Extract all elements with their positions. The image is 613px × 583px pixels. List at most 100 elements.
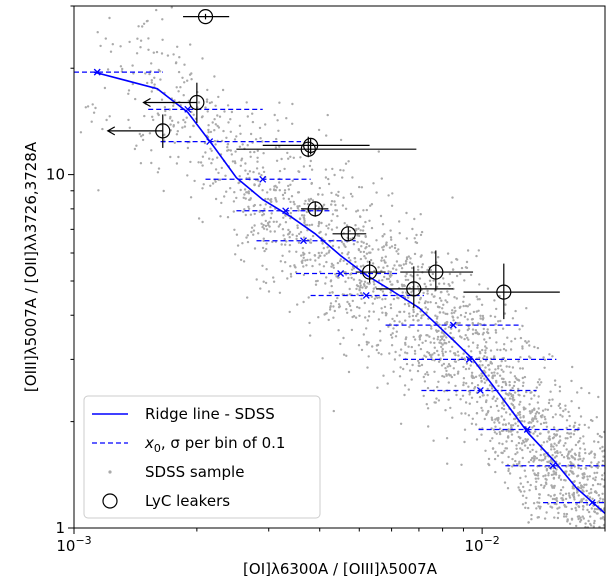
- sdss-point: [406, 352, 409, 355]
- sdss-point: [201, 57, 204, 60]
- sdss-point: [436, 385, 439, 389]
- sdss-point: [376, 386, 379, 389]
- sdss-point: [497, 384, 500, 388]
- sdss-point: [586, 475, 589, 478]
- sdss-point: [397, 248, 400, 251]
- sdss-point: [365, 252, 369, 255]
- sdss-point: [581, 515, 584, 518]
- sdss-point: [272, 280, 276, 283]
- sdss-point: [358, 306, 361, 310]
- sdss-point: [444, 312, 447, 315]
- sdss-point: [558, 402, 562, 406]
- sdss-point: [261, 225, 264, 229]
- sdss-point: [382, 374, 385, 377]
- sdss-point: [378, 330, 382, 333]
- sdss-point: [370, 295, 373, 298]
- sdss-point: [349, 259, 352, 262]
- sdss-point: [487, 457, 491, 461]
- sdss-point: [605, 496, 607, 498]
- sdss-point: [579, 516, 582, 519]
- sdss-point: [150, 149, 153, 152]
- sdss-point: [482, 331, 485, 335]
- sdss-point: [278, 101, 281, 104]
- sdss-point: [299, 230, 303, 234]
- sdss-point: [528, 344, 531, 347]
- sdss-point: [594, 476, 597, 479]
- sdss-point: [359, 291, 363, 295]
- sdss-point: [570, 400, 573, 403]
- sdss-point: [317, 224, 320, 228]
- sdss-point: [429, 268, 432, 272]
- sdss-point: [304, 199, 307, 203]
- sdss-point: [247, 190, 250, 193]
- sdss-point: [403, 310, 406, 313]
- sdss-point: [544, 474, 547, 477]
- sdss-point: [206, 110, 209, 113]
- sdss-point: [558, 435, 562, 438]
- sdss-point: [444, 350, 447, 354]
- sdss-point: [428, 279, 432, 282]
- sdss-point: [531, 456, 534, 460]
- sdss-point: [404, 337, 407, 341]
- sdss-point: [176, 130, 179, 133]
- sdss-point: [589, 522, 592, 526]
- sdss-point: [501, 423, 505, 426]
- sdss-point: [288, 250, 291, 253]
- sdss-point: [553, 494, 556, 497]
- plot-area: [73, 5, 607, 529]
- sdss-point: [233, 160, 237, 163]
- sdss-point: [597, 395, 600, 399]
- sdss-point: [418, 338, 422, 341]
- sdss-point: [539, 415, 543, 418]
- sdss-point: [390, 238, 393, 241]
- sdss-point: [380, 256, 384, 259]
- sdss-point: [302, 300, 305, 304]
- ridge-line: [93, 71, 605, 514]
- sdss-point: [238, 124, 242, 128]
- legend-label: x0, σ per bin of 0.1: [144, 434, 285, 455]
- sdss-point: [401, 322, 404, 325]
- sdss-point: [256, 149, 259, 152]
- sdss-point: [527, 340, 530, 343]
- sdss-point: [183, 81, 186, 84]
- sdss-point: [496, 372, 499, 375]
- sdss-point: [183, 125, 187, 128]
- sdss-point: [299, 156, 302, 159]
- sdss-point: [438, 311, 441, 314]
- sdss-point: [148, 72, 151, 76]
- sdss-point: [602, 523, 605, 527]
- sdss-point: [296, 303, 299, 306]
- sdss-point: [544, 455, 547, 458]
- sdss-point: [355, 287, 358, 291]
- sdss-point: [325, 134, 328, 137]
- sdss-point: [547, 474, 550, 477]
- sdss-point: [424, 285, 428, 288]
- sdss-point: [561, 486, 565, 489]
- sdss-point: [262, 152, 265, 155]
- sdss-point: [525, 496, 528, 500]
- sdss-point: [544, 418, 547, 421]
- sdss-point: [449, 364, 452, 368]
- sdss-point: [317, 222, 321, 225]
- sdss-point: [447, 398, 450, 401]
- sdss-point: [399, 348, 403, 351]
- sdss-point: [503, 449, 506, 453]
- sdss-point: [297, 170, 300, 173]
- sdss-point: [454, 384, 457, 388]
- sdss-point: [251, 120, 255, 124]
- sdss-point: [412, 318, 415, 322]
- sdss-point: [600, 478, 604, 481]
- sdss-point: [383, 233, 386, 236]
- leaker-circle: [300, 141, 316, 157]
- sdss-point: [538, 507, 542, 510]
- sdss-point: [178, 56, 181, 59]
- sdss-point: [551, 355, 554, 358]
- sdss-point: [562, 456, 566, 459]
- sdss-point: [553, 484, 556, 488]
- sdss-point: [439, 339, 442, 342]
- bin-center-mark: [549, 462, 557, 470]
- sdss-point: [564, 479, 567, 482]
- sdss-point: [525, 307, 528, 310]
- sdss-point: [268, 225, 271, 228]
- sdss-point: [450, 261, 453, 264]
